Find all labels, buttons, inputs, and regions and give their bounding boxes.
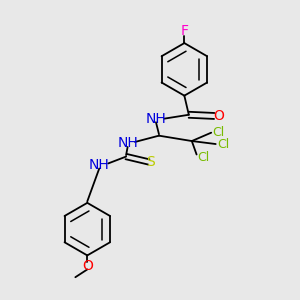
Text: F: F <box>180 24 188 38</box>
Text: Cl: Cl <box>217 137 230 151</box>
Text: NH: NH <box>89 158 110 172</box>
Text: Cl: Cl <box>213 126 225 139</box>
Text: NH: NH <box>146 112 166 126</box>
Text: O: O <box>213 109 224 123</box>
Text: Cl: Cl <box>197 151 209 164</box>
Text: O: O <box>82 259 93 273</box>
Text: NH: NH <box>117 136 138 150</box>
Text: S: S <box>146 155 155 169</box>
